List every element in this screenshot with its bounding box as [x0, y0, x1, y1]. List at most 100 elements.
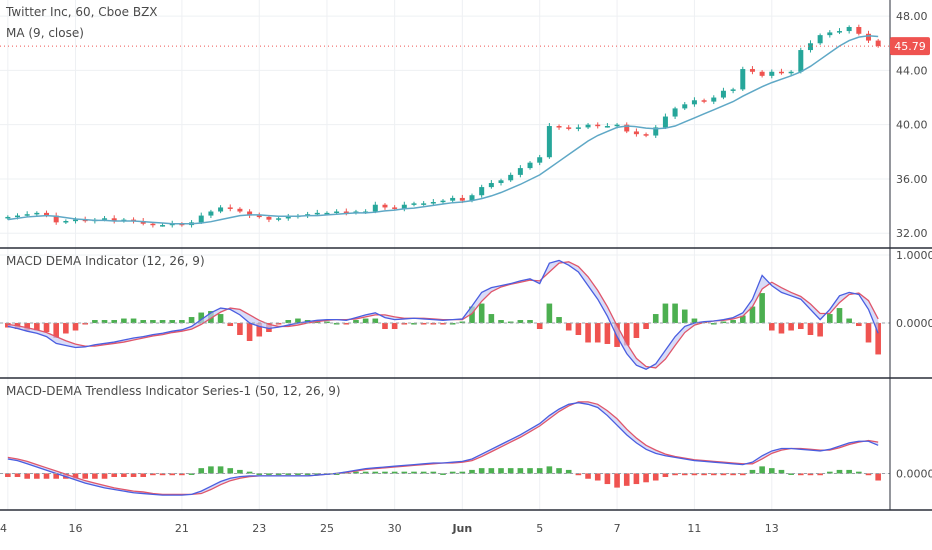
- candle-body: [537, 157, 543, 163]
- histogram-bar: [739, 473, 746, 476]
- time-scale-tick: 4: [0, 522, 7, 535]
- histogram-bar: [720, 473, 727, 476]
- time-scale-tick: 11: [687, 522, 701, 535]
- histogram-bar: [788, 473, 794, 475]
- candle-body: [24, 214, 30, 216]
- histogram-bar: [285, 320, 292, 324]
- histogram-bar: [382, 471, 388, 474]
- candle-body: [740, 69, 746, 90]
- histogram-bar: [237, 323, 243, 335]
- ma-legend[interactable]: MA (9, close): [6, 26, 84, 40]
- histogram-bar: [749, 306, 756, 324]
- price-scale-tick: 40.00: [896, 119, 928, 132]
- symbol-title[interactable]: Twitter Inc, 60, Cboe BZX: [5, 5, 158, 19]
- histogram-bar: [333, 473, 340, 475]
- price-scale-tick: 44.00: [896, 64, 928, 77]
- histogram-bar: [759, 293, 765, 324]
- candle-body: [44, 212, 50, 216]
- histogram-bar: [827, 314, 833, 324]
- histogram-bar: [24, 323, 30, 331]
- histogram-bar: [43, 323, 50, 333]
- price-scale-tick: 1.0000: [896, 249, 932, 262]
- histogram-bar: [372, 318, 379, 324]
- histogram-bar: [440, 323, 446, 325]
- histogram-bar: [256, 323, 263, 337]
- histogram-bar: [459, 321, 466, 324]
- histogram-bar: [449, 471, 456, 474]
- candle-body: [546, 126, 552, 158]
- candle-body: [382, 204, 388, 208]
- candle-body: [63, 221, 69, 223]
- histogram-bar: [275, 473, 282, 475]
- candle-body: [479, 187, 485, 196]
- candle-body: [827, 32, 833, 36]
- candle-body: [285, 216, 291, 219]
- histogram-bar: [875, 323, 881, 355]
- histogram-bar: [565, 469, 572, 474]
- histogram-bar: [556, 468, 562, 474]
- candle-body: [653, 127, 659, 136]
- histogram-bar: [672, 473, 678, 476]
- histogram-bar: [488, 468, 495, 474]
- trendless-panel[interactable]: [0, 401, 890, 496]
- candle-body: [566, 127, 572, 129]
- histogram-bar: [343, 323, 350, 325]
- histogram-bar: [856, 323, 862, 327]
- candle-body: [865, 33, 871, 41]
- candle-body: [430, 202, 436, 204]
- histogram-bar: [179, 320, 185, 324]
- histogram-bar: [875, 473, 881, 481]
- candle-body: [846, 26, 852, 32]
- candle-body: [807, 43, 813, 51]
- candle-body: [498, 180, 504, 184]
- candle-body: [150, 223, 156, 226]
- candle-body: [633, 131, 639, 135]
- price-panel[interactable]: [0, 24, 890, 228]
- histogram-bar: [623, 323, 630, 346]
- time-scale-tick: 13: [765, 522, 779, 535]
- histogram-bar: [121, 473, 127, 477]
- price-scale-tick: 0.0000: [896, 317, 932, 330]
- trendless-legend[interactable]: MACD-DEMA Trendless Indicator Series-1 (…: [6, 384, 341, 398]
- signal-line: [7, 261, 879, 369]
- histogram-bar: [391, 471, 398, 474]
- time-scale-tick: 25: [320, 522, 334, 535]
- candle-body: [343, 211, 349, 214]
- histogram-bar: [691, 473, 698, 476]
- price-scale-tick: 32.00: [896, 227, 928, 240]
- histogram-bar: [208, 466, 214, 474]
- histogram-bar: [710, 473, 717, 476]
- histogram-bar: [556, 317, 562, 324]
- histogram-bar: [469, 469, 475, 474]
- candle-body: [102, 218, 108, 220]
- histogram-bar: [246, 323, 253, 341]
- histogram-bar: [82, 473, 88, 479]
- histogram-bar: [5, 473, 11, 477]
- histogram-bar: [420, 471, 427, 474]
- histogram-bar: [101, 320, 108, 324]
- macd-dema-panel[interactable]: [0, 259, 890, 371]
- histogram-bar: [401, 471, 408, 474]
- histogram-bar: [5, 323, 11, 328]
- last-price-value: 45.79: [894, 40, 926, 53]
- histogram-bar: [362, 318, 369, 324]
- histogram-bar: [846, 469, 852, 474]
- candle-body: [459, 197, 465, 201]
- candle-body: [788, 71, 794, 74]
- candle-body: [730, 89, 736, 91]
- candle-body: [227, 207, 233, 209]
- candle-body: [73, 219, 79, 222]
- histogram-bar: [246, 471, 253, 474]
- candle-body: [817, 35, 823, 44]
- histogram-bar: [623, 473, 630, 486]
- histogram-bar: [159, 320, 166, 324]
- candle-body: [798, 50, 804, 72]
- price-scale[interactable]: 32.00 36.00 40.00 44.00 48.00 1.0000 0.0000 0.0…: [896, 10, 932, 480]
- candle-body: [643, 134, 649, 136]
- time-scale[interactable]: 4 16 21 23 25 30 Jun 5 7 11 13: [0, 522, 779, 535]
- price-scale-tick: 48.00: [896, 10, 928, 23]
- candle-body: [711, 97, 717, 102]
- macd-dema-legend[interactable]: MACD DEMA Indicator (12, 26, 9): [6, 254, 205, 268]
- histogram-bar: [701, 473, 707, 476]
